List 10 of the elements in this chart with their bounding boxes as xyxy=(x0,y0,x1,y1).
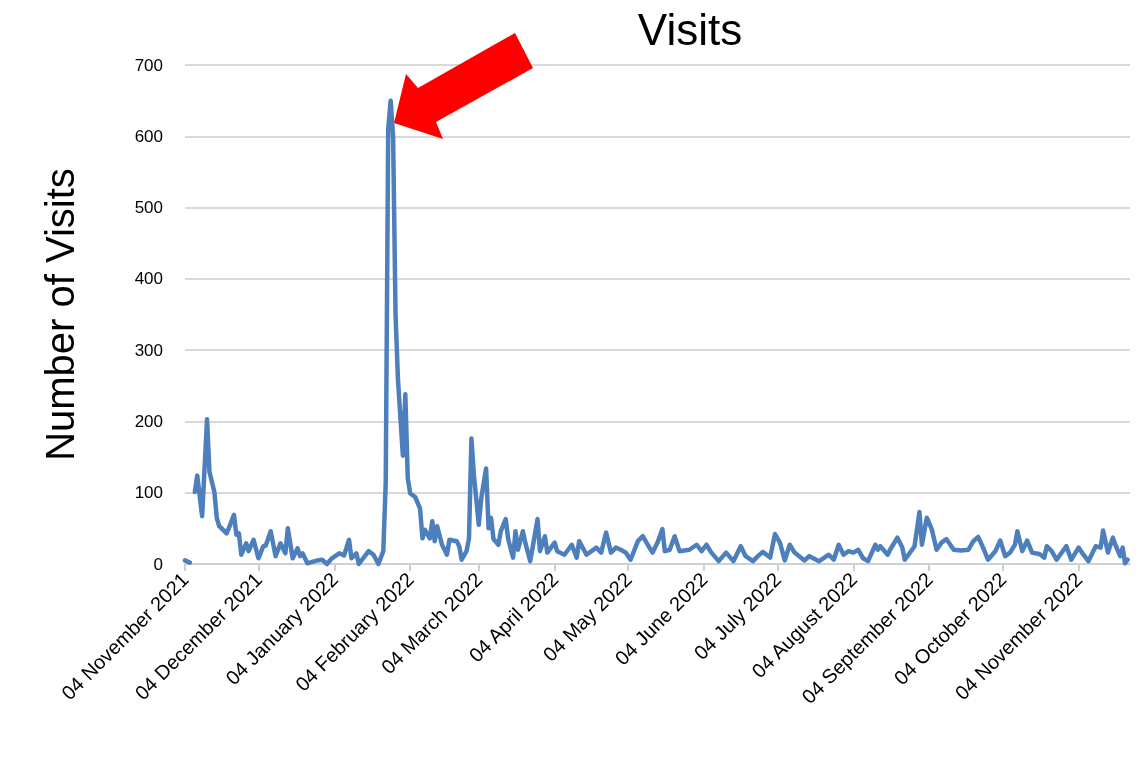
y-tick-label: 300 xyxy=(134,340,163,360)
y-tick-label: 500 xyxy=(134,198,163,218)
y-tick-label: 0 xyxy=(153,554,163,574)
y-tick-label: 700 xyxy=(134,55,163,75)
chart-title: Visits xyxy=(637,4,743,54)
y-tick-label: 600 xyxy=(134,126,163,146)
y-tick-label: 400 xyxy=(134,269,163,289)
y-axis-title: Number of Visits xyxy=(38,168,82,461)
y-tick-label: 100 xyxy=(134,483,163,503)
y-tick-label: 200 xyxy=(134,411,163,431)
